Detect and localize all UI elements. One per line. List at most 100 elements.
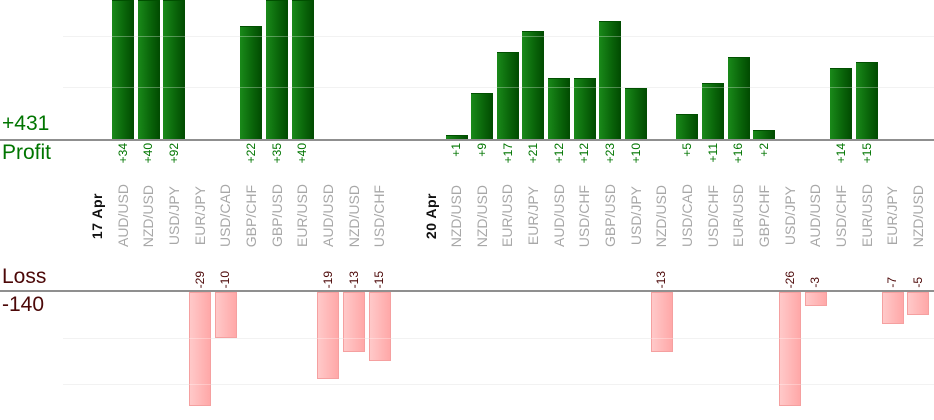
profit-value-label-text: +1 [449,143,464,157]
profit-bar [573,78,596,140]
profit-bar [702,83,725,140]
profit-bar [548,78,571,140]
pair-label-text: USD/CAD [679,184,696,248]
pair-label-text: EUR/USD [499,184,516,248]
loss-value-label-text: -15 [372,270,387,288]
loss-value-label: -13 [341,251,367,288]
pair-label: USD/JPY [777,181,803,251]
profit-bar [240,26,263,140]
pair-label-text: USD/CHF [704,184,721,248]
pair-label-text: USD/JPY [627,186,644,246]
profit-value-label: +22 [238,143,264,181]
pair-label: NZD/USD [469,181,495,251]
loss-bar [881,292,904,324]
pair-label-text: USD/JPY [166,186,183,246]
loss-bar [650,292,673,352]
pair-label-text: USD/JPY [781,186,798,246]
profit-value-label-text: +11 [705,143,720,163]
loss-bar [189,292,212,406]
profit-value-label: +15 [854,143,880,181]
profit-value-label: +16 [726,143,752,181]
pair-label-text: USD/CHF [371,184,388,248]
pair-label: AUD/USD [315,181,341,251]
profit-value-label-text: +5 [680,143,695,157]
profit-value-label-text: +22 [244,143,259,164]
pair-label-text: NZD/USD [473,184,490,248]
pair-label-text: GBP/USD [602,184,619,248]
pair-label: NZD/USD [136,181,162,251]
loss-gridline-overlay [63,338,934,339]
profit-bar [625,88,648,140]
loss-bar [214,292,237,338]
pair-label: USD/JPY [161,181,187,251]
loss-value-label-text: -29 [192,270,207,288]
pair-label-text: EUR/USD [730,184,747,248]
profit-bar [830,68,853,140]
loss-value-label: -26 [777,251,803,288]
pair-label: EUR/USD [854,181,880,251]
profit-value-label: +1 [444,143,470,181]
profit-bar [471,93,494,140]
profit-bar [137,0,160,140]
loss-bar [317,292,340,379]
pair-label-text: NZD/USD [345,184,362,248]
loss-gridline [63,338,934,339]
loss-value-label-text: -5 [910,277,925,288]
loss-bar [907,292,930,315]
pair-label: GBP/USD [597,181,623,251]
pair-label-text: GBP/CHF [755,184,772,248]
pair-label-text: EUR/JPY [191,186,208,246]
pair-label: NZD/USD [341,181,367,251]
profit-value-label-text: +12 [577,143,592,164]
profit-bar [753,130,776,140]
loss-value-label: -7 [880,251,906,288]
date-label: 20 Apr [418,181,444,251]
loss-value-label: -29 [187,251,213,288]
profit-value-label-text: +21 [526,143,541,164]
profit-value-label-text: +23 [603,143,618,164]
pair-label: AUD/USD [110,181,136,251]
pair-label: USD/CHF [572,181,598,251]
profit-value-label: +23 [597,143,623,181]
loss-axis-title: Loss [2,265,47,288]
profit-bar [163,0,186,140]
profit-value-label-text: +9 [474,143,489,157]
profit-total-value: +431 [2,112,50,135]
pair-label: EUR/USD [726,181,752,251]
date-label-text: 17 Apr [89,192,106,240]
profit-value-label: +12 [572,143,598,181]
pair-label: AUD/USD [803,181,829,251]
profit-value-label: +12 [546,143,572,181]
loss-value-label-text: -3 [808,277,823,288]
profit-axis-line [0,139,934,141]
profit-axis-title: Profit [2,141,52,164]
profit-bar [727,57,750,140]
date-label: 17 Apr [84,181,110,251]
profit-value-label: +21 [520,143,546,181]
profit-value-label: +92 [161,143,187,181]
pair-label: EUR/JPY [520,181,546,251]
loss-gridline [63,384,934,385]
profit-value-label-text: +40 [141,143,156,164]
loss-total-value: -140 [2,293,45,316]
profit-bar [445,135,468,140]
profit-value-label-text: +15 [859,143,874,164]
loss-value-label: -13 [649,251,675,288]
profit-value-label-text: +12 [551,143,566,164]
pair-label: EUR/USD [495,181,521,251]
loss-bar [778,292,801,406]
pair-label-text: AUD/USD [114,184,131,248]
pair-label-text: EUR/USD [858,184,875,248]
pair-label-text: USD/CHF [576,184,593,248]
profit-value-label: +14 [828,143,854,181]
loss-axis-line [0,290,934,292]
pair-label-text: NZD/USD [909,184,926,248]
pair-label-text: EUR/JPY [884,186,901,246]
loss-bar [342,292,365,352]
profit-gridline-overlay [63,36,934,37]
pair-label-text: NZD/USD [140,184,157,248]
pair-label: AUD/USD [546,181,572,251]
loss-value-label-text: -26 [782,270,797,288]
profit-bar [112,0,135,140]
profit-value-label-text: +40 [295,143,310,164]
